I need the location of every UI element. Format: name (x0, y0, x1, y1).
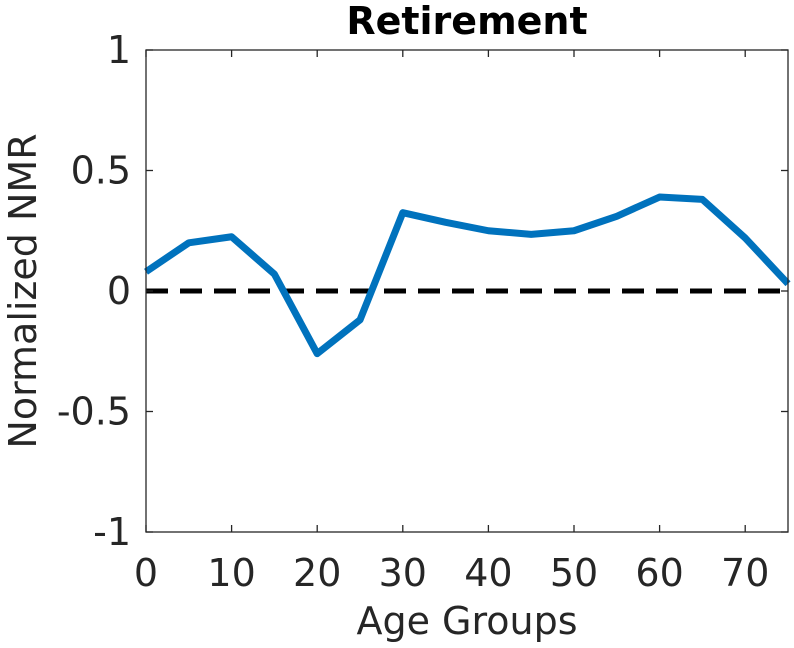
x-tick-label: 70 (721, 551, 769, 595)
series-line-0 (144, 193, 791, 358)
y-tick-label: 1 (107, 28, 131, 72)
x-tick-label: 10 (207, 551, 255, 595)
x-tick-label: 60 (635, 551, 683, 595)
x-tick-label: 40 (464, 551, 512, 595)
chart-title: Retirement (346, 0, 587, 43)
x-tick-label: 0 (134, 551, 158, 595)
x-axis-label: Age Groups (356, 599, 577, 643)
y-tick-label: 0.5 (71, 149, 131, 193)
x-tick-label: 30 (379, 551, 427, 595)
y-tick-label: -1 (93, 510, 131, 554)
x-tick-label: 50 (550, 551, 598, 595)
y-tick-label: -0.5 (57, 390, 131, 434)
x-tick-label: 20 (293, 551, 341, 595)
y-axis-label: Normalized NMR (1, 133, 45, 448)
y-tick-label: 0 (107, 269, 131, 313)
